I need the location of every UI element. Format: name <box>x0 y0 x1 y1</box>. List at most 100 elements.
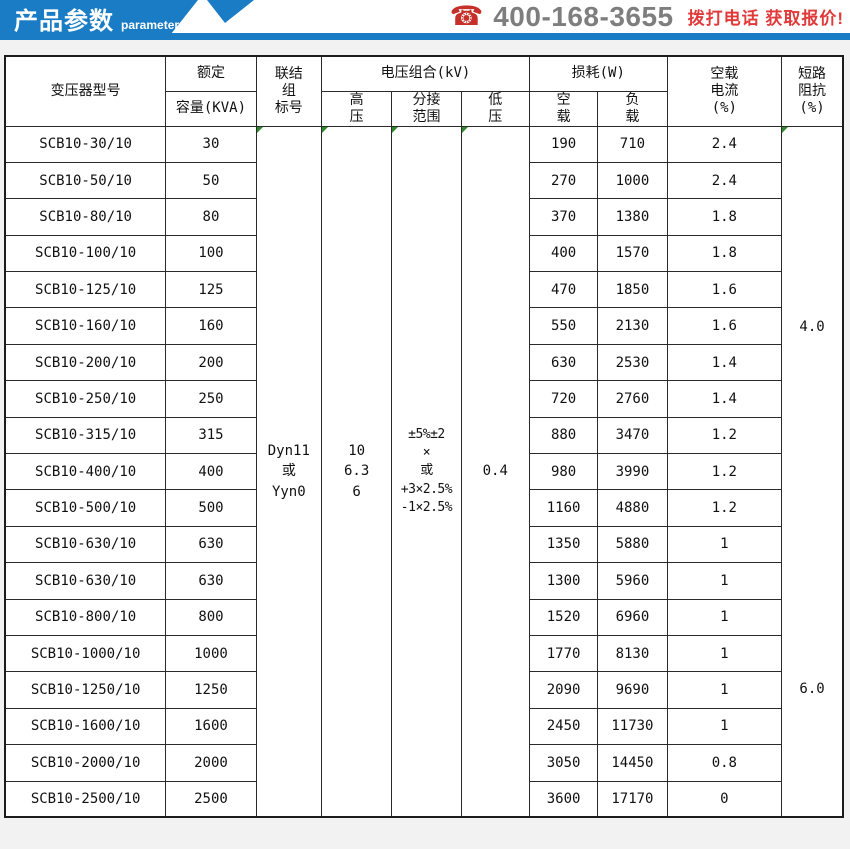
blue-divider <box>0 33 850 40</box>
model-cell: SCB10-630/10 <box>4 562 167 600</box>
table-body: SCB10-30/10 30 Dyn11 或 Yyn0 10 6.3 6 ±5%… <box>4 125 844 818</box>
capacity-cell: 2500 <box>165 780 257 818</box>
header-lv: 低 压 <box>460 90 530 127</box>
capacity-cell: 200 <box>165 343 257 382</box>
no-load-cell: 1520 <box>528 598 599 636</box>
current-cell: 0 <box>666 780 783 818</box>
header-rated: 额定 <box>165 55 257 92</box>
table-row: SCB10-400/10 400 980 3990 1.2 <box>4 453 843 491</box>
no-load-cell: 270 <box>528 161 599 200</box>
load-cell: 11730 <box>597 707 668 746</box>
parameters-table-wrap: 变压器型号 额定 联结 组 标号 电压组合(kV) 损耗(W) 空载 电流 (%… <box>4 55 844 819</box>
capacity-cell: 250 <box>165 380 257 418</box>
model-cell: SCB10-1250/10 <box>4 671 167 709</box>
current-cell: 1 <box>666 562 783 600</box>
header-no-load-current: 空载 电流 (%) <box>666 55 783 127</box>
no-load-cell: 630 <box>528 343 599 382</box>
impedance-merged-cell: 4.0 6.0 <box>781 125 844 818</box>
model-cell: SCB10-800/10 <box>4 598 167 636</box>
load-cell: 2530 <box>597 343 668 382</box>
header-no-load: 空 载 <box>528 90 599 127</box>
load-cell: 4880 <box>597 489 668 527</box>
model-cell: SCB10-315/10 <box>4 416 167 455</box>
current-cell: 2.4 <box>666 161 783 200</box>
capacity-cell: 400 <box>165 453 257 491</box>
current-cell: 1.6 <box>666 307 783 345</box>
header-voltage-combo: 电压组合(kV) <box>320 55 530 92</box>
load-cell: 2760 <box>597 380 668 418</box>
model-cell: SCB10-160/10 <box>4 307 167 345</box>
hv-merged-cell: 10 6.3 6 <box>320 125 393 818</box>
header-capacity: 容量(KVA) <box>165 90 257 127</box>
excel-corner-marker <box>257 127 263 133</box>
table-row: SCB10-2500/10 2500 3600 17170 0 <box>4 780 843 818</box>
impedance-value-low: 4.0 <box>799 319 825 336</box>
no-load-cell: 400 <box>528 234 599 273</box>
current-cell: 0.8 <box>666 744 783 782</box>
capacity-cell: 80 <box>165 198 257 236</box>
load-cell: 5960 <box>597 562 668 600</box>
model-cell: SCB10-2000/10 <box>4 744 167 782</box>
load-cell: 9690 <box>597 671 668 709</box>
capacity-cell: 630 <box>165 525 257 564</box>
no-load-cell: 2450 <box>528 707 599 746</box>
phone-cluster: ☎ 400-168-3655 拨打电话 获取报价! <box>443 0 844 33</box>
table-row: SCB10-80/10 80 370 1380 1.8 <box>4 198 843 236</box>
current-cell: 1 <box>666 634 783 673</box>
no-load-cell: 980 <box>528 453 599 491</box>
phone-number: 400-168-3655 <box>493 0 674 32</box>
current-cell: 1 <box>666 707 783 746</box>
table-row: SCB10-630/10 630 1350 5880 1 <box>4 525 843 564</box>
current-cell: 1.2 <box>666 453 783 491</box>
model-cell: SCB10-250/10 <box>4 380 167 418</box>
model-cell: SCB10-100/10 <box>4 234 167 273</box>
no-load-cell: 1300 <box>528 562 599 600</box>
model-cell: SCB10-630/10 <box>4 525 167 564</box>
load-cell: 3990 <box>597 453 668 491</box>
table-row: SCB10-50/10 50 270 1000 2.4 <box>4 161 843 200</box>
header-vector-group: 联结 组 标号 <box>255 55 322 127</box>
table-row: SCB10-125/10 125 470 1850 1.6 <box>4 271 843 309</box>
header-tap-range: 分接 范围 <box>391 90 462 127</box>
current-cell: 1.6 <box>666 271 783 309</box>
load-cell: 14450 <box>597 744 668 782</box>
header-banner: 产品参数 parameter ☎ 400-168-3655 拨打电话 获取报价! <box>0 0 850 40</box>
model-cell: SCB10-30/10 <box>4 125 167 163</box>
no-load-cell: 370 <box>528 198 599 236</box>
vector-group-merged-cell: Dyn11 或 Yyn0 <box>255 125 322 818</box>
vector-group-value: Dyn11 或 Yyn0 <box>267 443 310 500</box>
current-cell: 1.4 <box>666 343 783 382</box>
load-cell: 5880 <box>597 525 668 564</box>
lv-value: 0.4 <box>482 463 508 480</box>
call-cta-text: 拨打电话 获取报价! <box>687 9 844 28</box>
capacity-cell: 125 <box>165 271 257 309</box>
no-load-cell: 1770 <box>528 634 599 673</box>
no-load-cell: 3050 <box>528 744 599 782</box>
current-cell: 1 <box>666 598 783 636</box>
lv-merged-cell: 0.4 <box>460 125 530 818</box>
page-subtitle: parameter <box>121 18 180 32</box>
table-row: SCB10-315/10 315 880 3470 1.2 <box>4 416 843 455</box>
current-cell: 1 <box>666 671 783 709</box>
phone-icon: ☎ <box>449 1 484 31</box>
page-title: 产品参数 <box>14 8 114 35</box>
capacity-cell: 800 <box>165 598 257 636</box>
table-row: SCB10-30/10 30 Dyn11 或 Yyn0 10 6.3 6 ±5%… <box>4 125 844 818</box>
no-load-cell: 1350 <box>528 525 599 564</box>
no-load-cell: 3600 <box>528 780 599 818</box>
model-cell: SCB10-2500/10 <box>4 780 167 818</box>
capacity-cell: 2000 <box>165 744 257 782</box>
header-load: 负 载 <box>597 90 668 127</box>
excel-corner-marker <box>322 127 328 133</box>
no-load-cell: 2090 <box>528 671 599 709</box>
table-row: SCB10-630/10 630 1300 5960 1 <box>4 562 843 600</box>
capacity-cell: 1600 <box>165 707 257 746</box>
current-cell: 1.8 <box>666 198 783 236</box>
load-cell: 3470 <box>597 416 668 455</box>
model-cell: SCB10-400/10 <box>4 453 167 491</box>
model-cell: SCB10-80/10 <box>4 198 167 236</box>
excel-corner-marker <box>462 127 468 133</box>
hv-value: 10 6.3 6 <box>343 443 370 500</box>
no-load-cell: 720 <box>528 380 599 418</box>
tap-range-merged-cell: ±5%±2 × 或 +3×2.5% -1×2.5% <box>391 125 462 818</box>
